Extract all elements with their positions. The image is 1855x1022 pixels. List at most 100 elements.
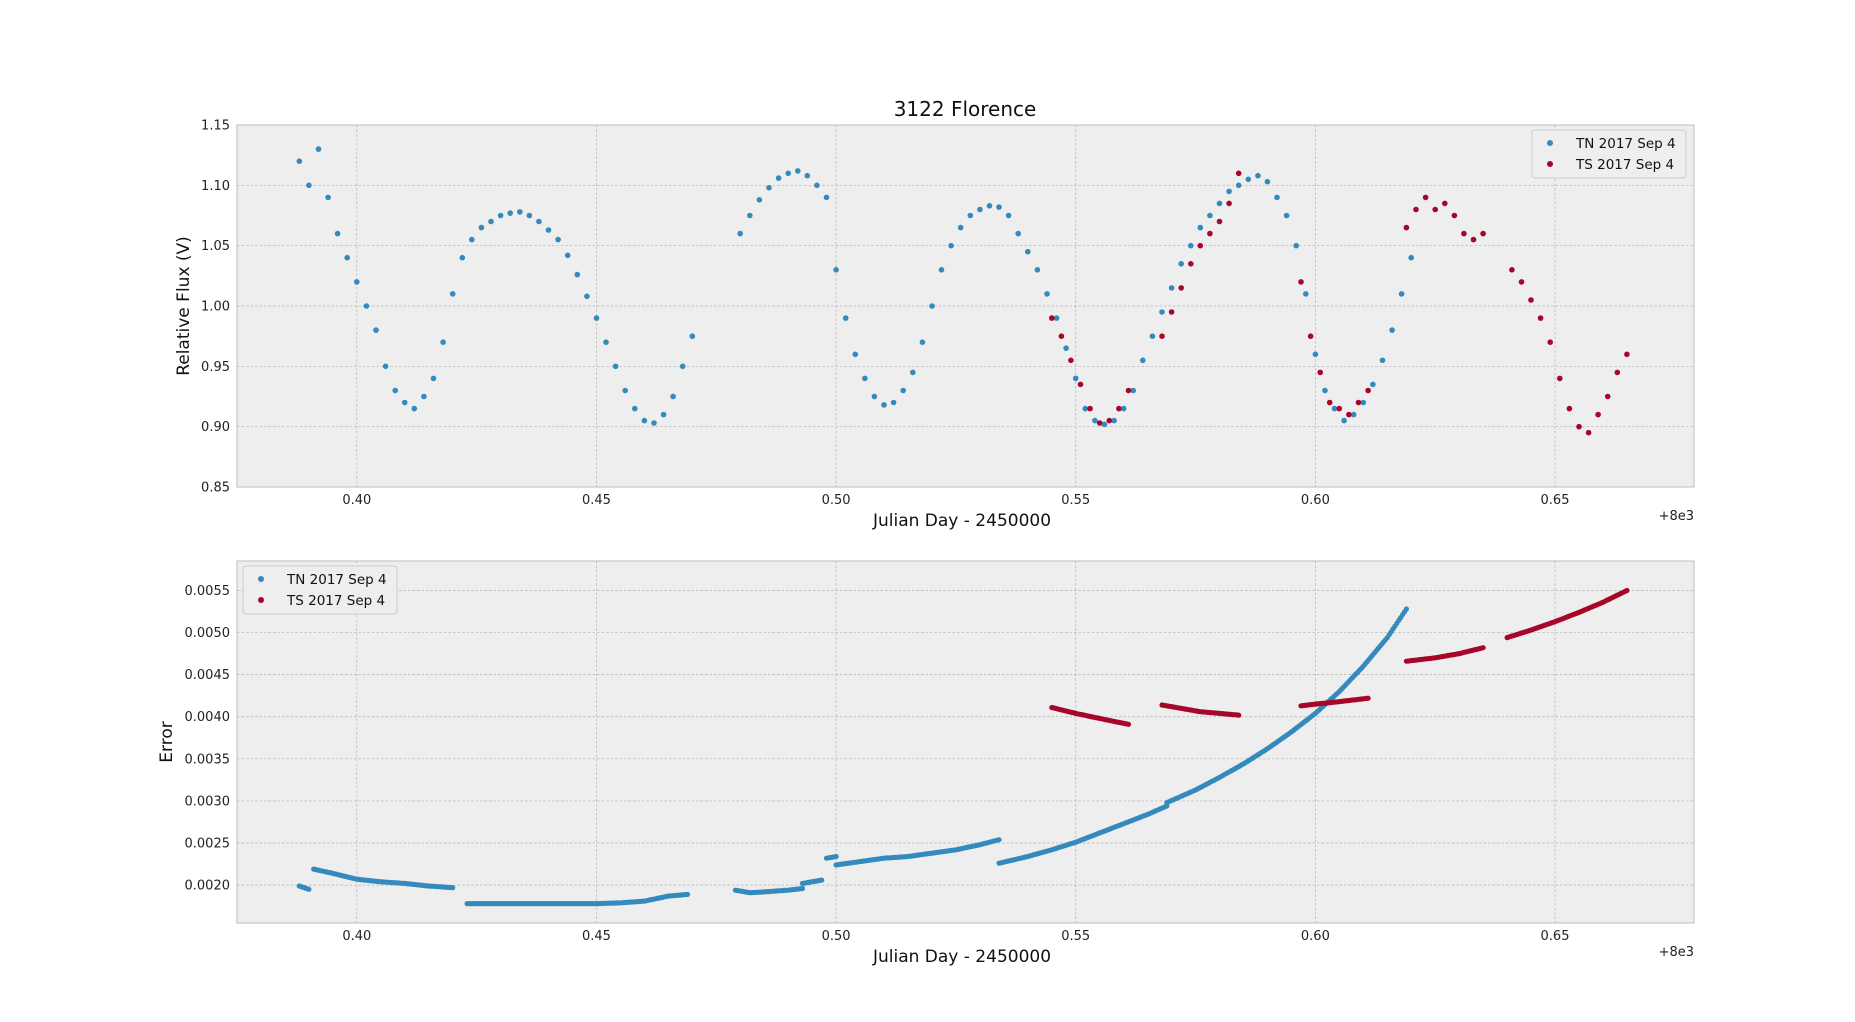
flux-point-tn: [804, 172, 811, 179]
flux-point-tn: [564, 252, 571, 259]
error-point-tn: [799, 885, 806, 892]
flux-point-ts: [1197, 242, 1204, 249]
flux-point-ts: [1049, 315, 1055, 321]
flux-legend-label-tn: TN 2017 Sep 4: [1575, 136, 1676, 152]
flux-point-ts: [1216, 218, 1223, 225]
flux-point-tn: [1072, 375, 1079, 382]
error-xlabel: Julian Day - 2450000: [872, 947, 1051, 967]
flux-point-tn: [1293, 242, 1299, 249]
flux-point-tn: [1005, 212, 1012, 219]
flux-point-tn: [517, 209, 523, 215]
flux-point-tn: [1312, 351, 1319, 358]
flux-point-tn: [1034, 267, 1041, 273]
flux-point-tn: [1274, 194, 1280, 201]
flux-point-ts: [1451, 212, 1458, 219]
flux-point-ts: [1432, 206, 1438, 213]
flux-point-ts: [1188, 261, 1194, 267]
flux-point-tn: [344, 254, 351, 261]
error-x-tick-label: 0.45: [582, 929, 611, 944]
flux-point-tn: [555, 236, 561, 243]
flux-point-ts: [1461, 230, 1467, 237]
flux-point-tn: [919, 339, 926, 346]
flux-point-tn: [1140, 357, 1146, 364]
flux-xlabel: Julian Day - 2450000: [872, 511, 1051, 531]
error-legend-box: [242, 565, 398, 615]
error-x-tick-label: 0.55: [1061, 929, 1090, 944]
error-y-tick-label: 0.0035: [185, 752, 231, 767]
flux-point-tn: [910, 369, 916, 376]
flux-point-ts: [1346, 411, 1352, 418]
flux-point-ts: [1068, 357, 1074, 364]
flux-point-tn: [632, 405, 638, 412]
flux-point-ts: [1537, 315, 1544, 321]
error-legend: TN 2017 Sep 4 TS 2017 Sep 4: [242, 565, 398, 615]
flux-point-tn: [747, 212, 753, 219]
flux-x-tick-label: 0.65: [1541, 493, 1570, 508]
flux-point-tn: [1370, 381, 1376, 388]
flux-x-offset: +8e3: [1659, 509, 1694, 524]
flux-point-ts: [1422, 194, 1429, 201]
flux-point-tn: [334, 230, 341, 237]
error-plot-area: [236, 560, 1695, 924]
flux-point-tn: [929, 303, 935, 309]
flux-point-tn: [1168, 285, 1175, 291]
flux-point-ts: [1518, 279, 1525, 285]
flux-point-tn: [1350, 411, 1357, 418]
flux-point-tn: [392, 387, 399, 394]
flux-legend: TN 2017 Sep 4 TS 2017 Sep 4: [1531, 129, 1687, 179]
flux-point-ts: [1403, 224, 1410, 231]
flux-y-tick-label: 0.90: [201, 420, 230, 435]
flux-ylabel: Relative Flux (V): [174, 236, 194, 376]
flux-point-tn: [814, 182, 820, 189]
flux-point-ts: [1528, 297, 1534, 303]
flux-point-tn: [890, 399, 897, 406]
flux-point-ts: [1159, 333, 1165, 340]
error-point-tn: [306, 886, 312, 892]
flux-point-tn: [536, 218, 542, 225]
flux-point-ts: [1365, 387, 1371, 394]
flux-point-ts: [1326, 399, 1333, 406]
flux-point-tn: [526, 212, 533, 219]
flux-point-ts: [1106, 417, 1113, 424]
flux-point-tn: [785, 170, 791, 177]
flux-point-tn: [430, 375, 437, 382]
flux-y-tick-label: 1.00: [201, 300, 230, 315]
flux-point-tn: [459, 254, 466, 261]
flux-point-tn: [354, 279, 360, 285]
flux-point-tn: [641, 417, 648, 424]
flux-point-ts: [1566, 405, 1573, 412]
flux-point-ts: [1470, 236, 1477, 243]
flux-point-ts: [1058, 333, 1065, 340]
flux-point-tn: [1159, 309, 1165, 315]
flux-legend-label-ts: TS 2017 Sep 4: [1575, 157, 1674, 173]
flux-point-tn: [440, 339, 446, 346]
flux-point-ts: [1077, 381, 1084, 388]
flux-y-tick-label: 0.95: [201, 360, 230, 375]
flux-point-ts: [1624, 351, 1630, 358]
flux-point-tn: [622, 387, 628, 394]
flux-point-tn: [996, 204, 1002, 210]
flux-point-tn: [967, 212, 974, 219]
flux-point-tn: [1331, 405, 1338, 412]
error-y-tick-label: 0.0055: [185, 584, 231, 599]
flux-point-tn: [373, 327, 379, 333]
error-point-ts: [1480, 645, 1486, 651]
flux-point-ts: [1178, 285, 1184, 291]
error-x-tick-label: 0.50: [822, 929, 851, 944]
error-legend-label-ts: TS 2017 Sep 4: [286, 593, 385, 609]
flux-point-tn: [938, 267, 945, 273]
flux-point-tn: [833, 267, 839, 273]
flux-point-ts: [1413, 206, 1419, 213]
flux-point-tn: [1216, 200, 1223, 207]
flux-point-tn: [948, 242, 954, 249]
flux-tick-labels: 0.40 0.45 0.50 0.55 0.60 0.65 0.85 0.90 0.95 1.00…: [201, 119, 1569, 509]
flux-y-tick-label: 0.85: [201, 481, 230, 496]
flux-point-tn: [1197, 224, 1204, 231]
flux-point-ts: [1116, 405, 1122, 412]
flux-point-ts: [1168, 309, 1175, 315]
flux-point-tn: [1235, 182, 1242, 189]
error-point-ts: [1236, 712, 1242, 718]
flux-point-tn: [660, 411, 667, 418]
error-y-tick-label: 0.0045: [185, 668, 231, 683]
error-legend-marker-ts: [258, 597, 264, 603]
